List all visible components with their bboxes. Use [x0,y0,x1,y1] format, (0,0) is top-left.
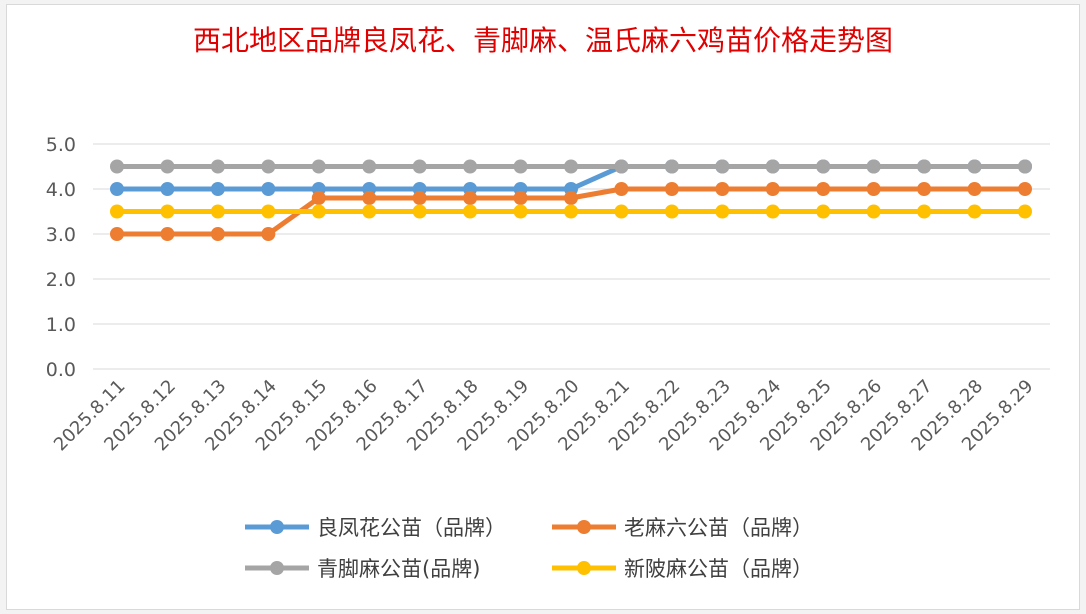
data-point [311,204,326,219]
data-point [362,159,377,174]
data-point [513,159,528,174]
data-point [664,159,679,174]
data-point [1018,182,1032,196]
legend-item: 青脚麻公苗(品牌) [245,557,480,581]
legend-label: 良凤花公苗（品牌） [317,516,506,540]
data-point [564,191,578,205]
data-point [715,159,730,174]
data-point [412,191,427,205]
series-lines [110,159,1032,241]
data-point [816,204,831,219]
data-point [160,159,175,174]
data-point [160,227,175,241]
data-point [412,204,427,219]
legend-label: 老麻六公苗（品牌） [624,516,813,540]
data-point [614,182,629,196]
data-point [967,182,982,196]
data-point [866,204,881,219]
y-axis: 0.0 1.0 2.0 3.0 4.0 5.0 [46,134,76,381]
data-point [866,182,881,196]
data-point [1018,159,1032,174]
data-point [110,159,124,174]
data-point [210,227,225,241]
data-point [210,159,225,174]
data-point [210,182,225,196]
y-tick-label: 0.0 [46,359,76,381]
data-point [614,159,629,174]
data-point [311,159,326,174]
data-point [765,204,780,219]
data-point [816,182,831,196]
data-point [967,204,982,219]
data-point [1018,204,1032,219]
data-point [261,204,276,219]
legend: 良凤花公苗（品牌） 老麻六公苗（品牌） 青脚麻公苗(品牌) 新陂麻公苗（品牌） [245,516,813,581]
x-axis: 2025.8.112025.8.122025.8.132025.8.142025… [50,376,1038,456]
data-point [362,204,377,219]
data-point [564,204,578,219]
data-point [261,159,276,174]
data-point [110,182,124,196]
legend-item: 良凤花公苗（品牌） [245,516,506,540]
series-4 [110,204,1032,219]
data-point [362,191,377,205]
data-point [463,204,478,219]
data-point [160,182,175,196]
series-3 [110,159,1032,174]
data-point [765,182,780,196]
data-point [715,182,730,196]
legend-swatch-marker [577,520,591,534]
data-point [311,191,326,205]
data-point [160,204,175,219]
data-point [715,204,730,219]
series-2 [110,182,1032,241]
data-point [261,227,276,241]
y-tick-label: 5.0 [46,134,76,156]
legend-label: 新陂麻公苗（品牌） [624,557,813,581]
data-point [463,159,478,174]
data-point [664,204,679,219]
data-point [564,159,578,174]
y-tick-label: 2.0 [46,269,76,291]
data-point [765,159,780,174]
grid [93,143,1050,370]
data-point [110,204,124,219]
data-point [614,204,629,219]
y-tick-label: 4.0 [46,179,76,201]
legend-swatch-marker [270,561,284,575]
data-point [513,191,528,205]
data-point [210,204,225,219]
chart-area [6,4,1080,610]
legend-item: 老麻六公苗（品牌） [552,516,813,540]
legend-swatch-marker [270,520,284,534]
data-point [816,159,831,174]
legend-item: 新陂麻公苗（品牌） [552,557,813,581]
data-point [412,159,427,174]
legend-label: 青脚麻公苗(品牌) [317,557,480,581]
data-point [967,159,982,174]
data-point [917,182,932,196]
legend-swatch-marker [577,561,591,575]
chart-title: 西北地区品牌良凤花、青脚麻、温氏麻六鸡苗价格走势图 [192,24,893,57]
y-tick-label: 1.0 [46,314,76,336]
data-point [110,227,124,241]
y-tick-label: 3.0 [46,224,76,246]
data-point [261,182,276,196]
data-point [917,159,932,174]
data-point [513,204,528,219]
data-point [917,204,932,219]
data-point [866,159,881,174]
data-point [463,191,478,205]
data-point [664,182,679,196]
